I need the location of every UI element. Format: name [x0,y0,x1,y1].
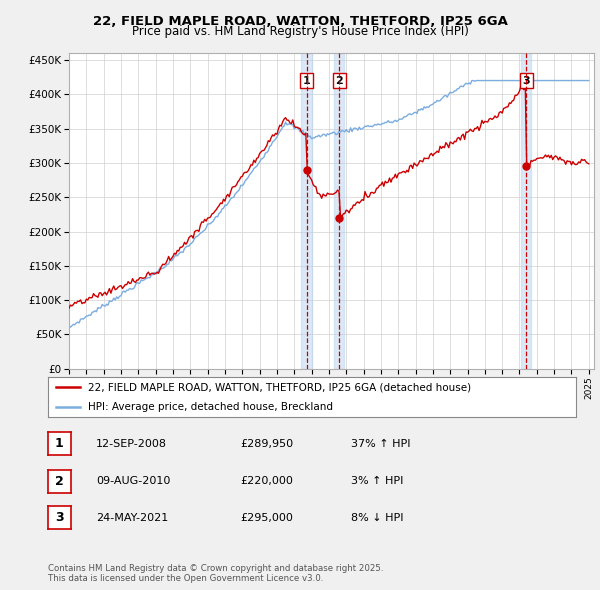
Text: 1: 1 [55,437,64,451]
Text: £220,000: £220,000 [240,476,293,486]
Text: 1: 1 [302,76,310,86]
Bar [334,53,344,369]
Text: 37% ↑ HPI: 37% ↑ HPI [351,439,410,449]
Text: £289,950: £289,950 [240,439,293,449]
Text: Contains HM Land Registry data © Crown copyright and database right 2025.
This d: Contains HM Land Registry data © Crown c… [48,563,383,583]
Text: Price paid vs. HM Land Registry's House Price Index (HPI): Price paid vs. HM Land Registry's House … [131,25,469,38]
Text: 3: 3 [55,511,64,525]
Text: 3: 3 [523,76,530,86]
Text: 24-MAY-2021: 24-MAY-2021 [96,513,168,523]
Text: 09-AUG-2010: 09-AUG-2010 [96,476,170,486]
Text: 12-SEP-2008: 12-SEP-2008 [96,439,167,449]
Bar [301,53,312,369]
Text: £295,000: £295,000 [240,513,293,523]
Text: 3% ↑ HPI: 3% ↑ HPI [351,476,403,486]
Text: 22, FIELD MAPLE ROAD, WATTON, THETFORD, IP25 6GA (detached house): 22, FIELD MAPLE ROAD, WATTON, THETFORD, … [88,382,471,392]
Bar [521,53,532,369]
Text: 2: 2 [335,76,343,86]
Text: 2: 2 [55,474,64,488]
Text: HPI: Average price, detached house, Breckland: HPI: Average price, detached house, Brec… [88,402,332,412]
Text: 8% ↓ HPI: 8% ↓ HPI [351,513,404,523]
Text: 22, FIELD MAPLE ROAD, WATTON, THETFORD, IP25 6GA: 22, FIELD MAPLE ROAD, WATTON, THETFORD, … [92,15,508,28]
